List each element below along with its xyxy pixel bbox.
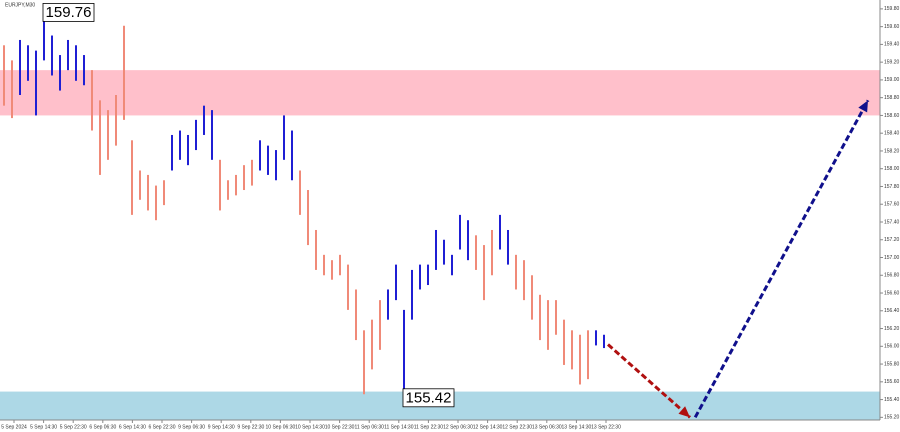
price-annotation: 159.76 <box>42 3 95 22</box>
y-tick-label: 158.00 <box>884 166 900 172</box>
annotation-label: 155.42 <box>406 389 452 406</box>
x-tick-label: 13 Sep 06:30 <box>532 424 562 430</box>
y-tick-label: 157.00 <box>884 255 900 261</box>
annotation-box <box>402 388 455 408</box>
y-tick-label: 155.60 <box>884 379 900 385</box>
price-annotation: 155.42 <box>402 388 455 408</box>
x-tick-label: 9 Sep 22:30 <box>237 424 264 430</box>
x-tick-label: 12 Sep 22:30 <box>502 424 532 430</box>
x-tick-label: 5 Sep 22:30 <box>60 424 87 430</box>
x-tick-label: 11 Sep 22:30 <box>414 424 444 430</box>
zone <box>0 70 880 116</box>
y-tick-label: 157.60 <box>884 202 900 208</box>
annotation-label: 159.76 <box>46 4 92 21</box>
x-tick-label: 11 Sep 14:30 <box>384 424 414 430</box>
y-tick-label: 156.40 <box>884 308 900 314</box>
y-tick-label: 157.80 <box>884 184 900 190</box>
x-tick-label: 12 Sep 14:30 <box>473 424 503 430</box>
x-tick-label: 5 Sep 2024 <box>1 424 27 430</box>
x-tick-label: 5 Sep 14:30 <box>30 424 57 430</box>
arrow-head <box>858 100 868 113</box>
arrow-head <box>678 406 690 418</box>
x-tick-label: 10 Sep 06:30 <box>266 424 296 430</box>
x-tick-label: 10 Sep 22:30 <box>325 424 355 430</box>
y-tick-label: 158.60 <box>884 113 900 119</box>
x-tick-label: 6 Sep 06:30 <box>89 424 116 430</box>
y-tick-label: 155.20 <box>884 415 900 421</box>
y-tick-label: 158.40 <box>884 131 900 137</box>
x-tick-label: 9 Sep 14:30 <box>208 424 235 430</box>
x-tick-label: 6 Sep 22:30 <box>149 424 176 430</box>
forecast-arrow <box>607 343 691 419</box>
x-tick-label: 12 Sep 06:30 <box>443 424 473 430</box>
y-tick-label: 155.40 <box>884 397 900 403</box>
y-tick-label: 159.40 <box>884 42 900 48</box>
annotation-box <box>42 3 95 22</box>
x-tick-label: 13 Sep 14:30 <box>562 424 592 430</box>
y-tick-label: 156.80 <box>884 273 900 279</box>
y-tick-label: 158.80 <box>884 95 900 101</box>
forecast-arrow <box>693 99 870 419</box>
y-tick-label: 156.00 <box>884 344 900 350</box>
y-tick-label: 159.60 <box>884 24 900 30</box>
y-tick-label: 159.00 <box>884 77 900 83</box>
x-tick-label: 13 Sep 22:30 <box>591 424 621 430</box>
chart-title: EURJPY,M30 <box>5 2 35 8</box>
x-tick-label: 6 Sep 14:30 <box>119 424 146 430</box>
y-tick-label: 159.20 <box>884 59 900 65</box>
x-tick-label: 10 Sep 14:30 <box>295 424 325 430</box>
y-tick-label: 156.20 <box>884 326 900 332</box>
x-tick-label: 9 Sep 06:30 <box>178 424 205 430</box>
y-tick-label: 157.20 <box>884 237 900 243</box>
y-tick-label: 159.80 <box>884 6 900 12</box>
y-tick-label: 157.40 <box>884 219 900 225</box>
x-tick-label: 11 Sep 06:30 <box>355 424 385 430</box>
y-tick-label: 156.60 <box>884 290 900 296</box>
y-tick-label: 155.80 <box>884 361 900 367</box>
y-tick-label: 158.20 <box>884 148 900 154</box>
